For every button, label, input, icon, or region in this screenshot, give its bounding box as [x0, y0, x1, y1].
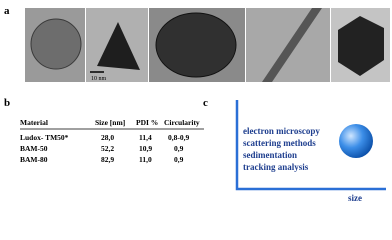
axis: [235, 100, 386, 191]
table-cell: 0,8-0,9: [168, 133, 189, 142]
table-cell: 10,9: [139, 144, 152, 153]
method: sedimentation: [243, 150, 297, 160]
table-cell: 82,9: [101, 155, 114, 164]
particle: [30, 18, 82, 70]
table-cell: 52,2: [101, 144, 114, 153]
method: scattering methods: [243, 138, 316, 148]
table-header: PDI %: [136, 118, 158, 127]
figure: a 10 nm b Material Size [nm] PDI % Circu…: [4, 5, 390, 203]
page: {"panels": {"a": "a", "b": "b", "c": "c"…: [4, 5, 390, 203]
table-header: Circularity: [164, 118, 200, 127]
panel-label: c: [203, 97, 208, 109]
table-cell: 0,9: [174, 155, 184, 164]
table-cell: 11,0: [139, 155, 152, 164]
scale-bar-label: 10 nm: [91, 76, 107, 82]
panel-label: a: [4, 5, 10, 17]
axis-label: size: [348, 193, 362, 203]
table-cell: BAM-80: [20, 155, 48, 164]
table-cell: 28,0: [101, 133, 114, 142]
table-cell: 0,9: [174, 144, 184, 153]
table-cell: BAM-50: [20, 144, 48, 153]
table-cell: 11,4: [139, 133, 152, 142]
particle: [262, 8, 322, 82]
method: tracking analysis: [243, 162, 309, 172]
method: electron microscopy: [243, 126, 320, 136]
particle: [97, 22, 140, 70]
tem-images: 10 nm: [25, 8, 390, 82]
table: Material Size [nm] PDI % Circularity Lud…: [20, 118, 204, 164]
table-cell: Ludox- TM50*: [20, 133, 69, 142]
particle: [338, 16, 384, 76]
table-header: Size [nm]: [95, 118, 125, 127]
sphere: [339, 124, 373, 158]
table-header: Material: [20, 118, 48, 127]
particle: [155, 12, 237, 78]
panel-label: b: [4, 97, 10, 109]
